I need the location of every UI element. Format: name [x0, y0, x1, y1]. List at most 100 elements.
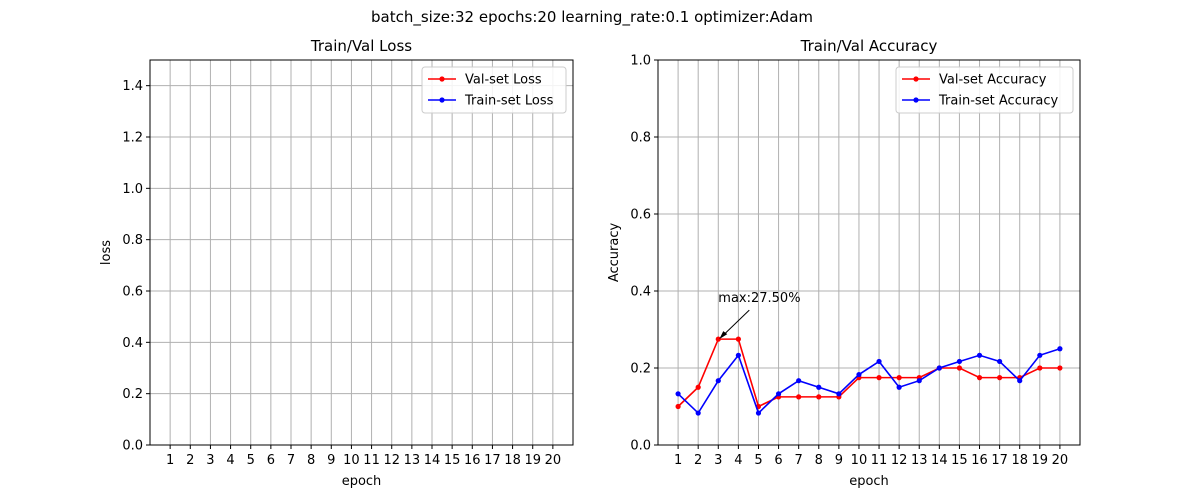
x-tick-label: 18 — [1011, 453, 1028, 468]
data-point — [876, 375, 882, 381]
x-tick-label: 4 — [734, 453, 742, 468]
data-point — [976, 352, 983, 358]
accuracy-chart: 1 2 3 4 5 6 7 8 9 10 11 12 13 14 15 16 17 18 19 200.00.20.4… — [607, 37, 1081, 489]
data-point — [695, 384, 701, 390]
y-tick-label: 0.2 — [630, 362, 651, 377]
y-tick-label: 0.4 — [630, 285, 651, 300]
data-point — [856, 371, 862, 378]
data-point — [916, 378, 922, 384]
annotation-text: max:27.50% — [718, 291, 800, 306]
data-point — [997, 358, 1003, 365]
x-tick-label: 8 — [815, 453, 823, 468]
data-point — [715, 378, 721, 384]
data-point — [796, 394, 802, 400]
x-tick-label: 15 — [444, 453, 461, 468]
data-point — [1057, 365, 1063, 371]
data-point — [816, 394, 822, 400]
legend-marker — [439, 97, 445, 103]
x-tick-label: 11 — [363, 453, 380, 468]
data-point — [997, 375, 1003, 381]
x-tick-label: 17 — [991, 453, 1008, 468]
loss-chart: 1 2 3 4 5 6 7 8 9 10 11 12 13 14 15 16 17 18 19 200.00.20.4… — [99, 37, 574, 489]
data-point — [876, 358, 882, 365]
x-tick-label: 20 — [1052, 453, 1069, 468]
data-point — [816, 384, 822, 390]
x-axis-label: epoch — [849, 474, 889, 489]
x-tick-label: 7 — [287, 453, 295, 468]
x-tick-label: 7 — [795, 453, 803, 468]
series-line-train — [677, 347, 1061, 415]
x-tick-label: 6 — [267, 453, 275, 468]
x-tick-label: 3 — [206, 453, 214, 468]
x-tick-label: 8 — [307, 453, 315, 468]
x-tick-label: 16 — [971, 453, 988, 468]
data-point — [976, 375, 983, 381]
chart-title: Train/Val Loss — [310, 37, 412, 55]
data-point — [1017, 378, 1023, 384]
data-point — [695, 410, 701, 416]
x-axis-label: epoch — [342, 474, 382, 489]
series-line-val — [677, 338, 1060, 408]
axes-frame — [657, 59, 1081, 446]
data-point — [775, 391, 782, 397]
x-tick-label: 13 — [404, 453, 421, 468]
x-tick-label: 5 — [754, 453, 762, 468]
y-tick-label: 0.6 — [122, 285, 143, 300]
x-tick-label: 19 — [524, 453, 541, 468]
data-point — [1057, 346, 1063, 352]
legend-marker — [439, 76, 445, 82]
annotation-arrow — [720, 309, 750, 338]
data-point — [956, 365, 963, 371]
y-tick-label: 0.4 — [122, 336, 143, 351]
data-point — [1037, 365, 1043, 371]
legend-label: Val-set Loss — [465, 73, 542, 88]
data-point — [675, 403, 681, 410]
y-tick-label: 0.2 — [122, 387, 143, 402]
y-tick-label: 0.8 — [122, 233, 143, 248]
x-tick-label: 14 — [931, 453, 948, 468]
data-point — [796, 378, 802, 384]
data-point — [896, 375, 902, 381]
x-tick-label: 6 — [774, 453, 782, 468]
y-tick-label: 1.0 — [122, 182, 143, 197]
x-tick-label: 15 — [951, 453, 968, 468]
legend-box — [895, 66, 1074, 114]
data-point — [735, 352, 741, 358]
y-tick-label: 0.0 — [122, 439, 143, 454]
x-tick-label: 12 — [383, 453, 400, 468]
y-tick-label: 1.2 — [122, 131, 143, 146]
x-tick-label: 1 — [166, 453, 174, 468]
x-tick-label: 13 — [911, 453, 928, 468]
legend-label: Train-set Loss — [464, 94, 554, 109]
x-tick-label: 9 — [327, 453, 335, 468]
x-tick-label: 10 — [343, 453, 360, 468]
figure-title: batch_size:32 epochs:20 learning_rate:0.… — [371, 8, 813, 27]
data-point — [755, 410, 762, 416]
x-tick-label: 19 — [1032, 453, 1049, 468]
x-tick-label: 20 — [545, 453, 562, 468]
x-tick-label: 12 — [891, 453, 908, 468]
legend-label: Train-set Accuracy — [938, 94, 1059, 109]
x-tick-label: 3 — [714, 453, 722, 468]
y-tick-label: 0.8 — [630, 131, 651, 146]
x-tick-label: 18 — [504, 453, 521, 468]
chart-title: Train/Val Accuracy — [800, 37, 938, 55]
x-tick-label: 9 — [835, 453, 843, 468]
x-tick-label: 5 — [247, 453, 255, 468]
legend-marker — [913, 97, 919, 103]
y-tick-label: 1.0 — [630, 54, 651, 69]
data-point — [735, 336, 741, 342]
data-point — [715, 336, 721, 342]
annotation-arrowhead — [719, 331, 728, 340]
y-axis-label: loss — [99, 240, 114, 265]
x-tick-label: 2 — [694, 453, 702, 468]
data-point — [936, 365, 942, 371]
x-tick-label: 14 — [424, 453, 441, 468]
x-tick-label: 10 — [851, 453, 868, 468]
data-point — [896, 384, 902, 390]
data-point — [836, 391, 842, 397]
y-axis-label: Accuracy — [607, 223, 622, 283]
axes-frame — [149, 59, 574, 446]
data-point — [675, 391, 681, 397]
